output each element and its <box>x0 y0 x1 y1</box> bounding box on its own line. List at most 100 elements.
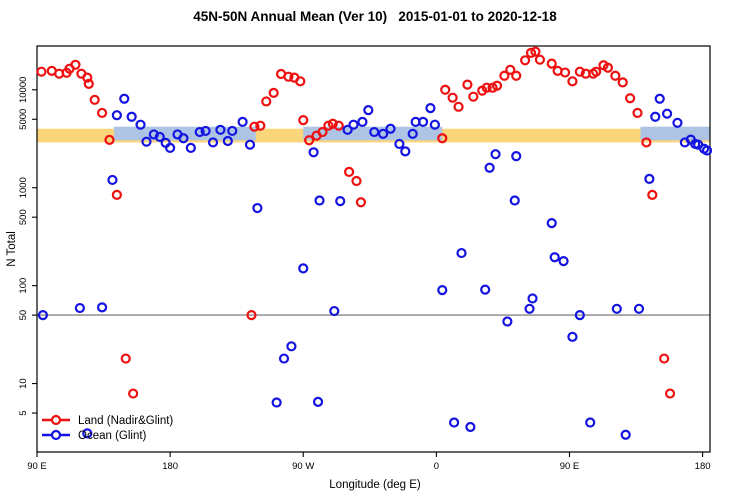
ocean-data-point <box>502 316 513 327</box>
ocean-data-point <box>278 353 290 364</box>
land-data-point <box>355 197 367 208</box>
ocean-data-point <box>308 147 319 158</box>
ocean-data-point <box>378 128 389 139</box>
land-data-point <box>298 115 309 126</box>
land-data-point <box>491 80 503 91</box>
ocean-data-point <box>215 124 226 135</box>
land-data-point <box>440 84 451 95</box>
ocean-data-point <box>385 123 396 134</box>
land-data-point <box>534 54 546 65</box>
land-data-point <box>520 55 531 66</box>
ocean-data-point <box>126 111 137 122</box>
ocean-data-point <box>662 108 673 119</box>
ocean-data-point <box>244 139 256 150</box>
ocean-data-point <box>549 252 560 263</box>
ocean-data-point <box>185 142 196 154</box>
land-data-point <box>317 126 328 138</box>
land-data-point <box>453 101 464 112</box>
land-data-point <box>246 310 257 321</box>
land-data-point <box>468 91 479 102</box>
y-tick-label: 10000 <box>18 77 29 103</box>
ocean-data-point <box>96 302 108 313</box>
ocean-data-point <box>527 293 538 304</box>
land-data-point <box>610 70 621 81</box>
ocean-data-point <box>509 195 520 206</box>
legend-marker-ocean <box>50 429 62 441</box>
land-data-point <box>343 166 355 178</box>
x-axis-title: Longitude (deg E) <box>329 479 421 491</box>
ocean-data-point <box>524 303 535 314</box>
ocean-data-point <box>227 125 238 137</box>
ocean-data-point <box>480 284 491 295</box>
ocean-data-point <box>425 103 436 114</box>
land-data-point <box>333 120 344 131</box>
ocean-data-point <box>314 195 325 206</box>
land-data-point <box>591 66 602 77</box>
ocean-data-point <box>654 93 665 104</box>
ocean-data-point <box>437 285 448 296</box>
ocean-data-point <box>298 263 309 274</box>
plot-box <box>36 45 711 453</box>
land-data-point <box>625 93 636 104</box>
land-data-point <box>249 121 260 132</box>
ocean-data-point <box>357 116 368 127</box>
ocean-data-point <box>465 421 476 433</box>
ocean-data-point <box>400 146 411 157</box>
land-data-point <box>70 59 81 70</box>
land-data-point <box>481 82 492 93</box>
ocean-data-point <box>633 303 645 314</box>
ocean-data-point <box>37 310 49 321</box>
ocean-data-point <box>141 136 152 147</box>
land-data-point <box>89 94 100 105</box>
land-data-point <box>268 87 279 98</box>
land-data-point <box>511 70 522 81</box>
x-tick-label: 90 W <box>292 461 314 472</box>
land-data-point <box>120 353 131 364</box>
y-tick-label: 5 <box>18 410 29 415</box>
land-data-point <box>499 70 510 81</box>
land-data-point <box>462 79 473 90</box>
ocean-data-point <box>417 116 429 127</box>
y-tick-label: 500 <box>18 209 29 225</box>
y-tick-label: 100 <box>18 278 29 294</box>
land-data-point <box>304 135 315 146</box>
ocean-data-point <box>194 126 205 138</box>
land-data-point <box>632 107 643 119</box>
ocean-data-point <box>574 310 585 321</box>
ocean-data-point <box>271 397 282 408</box>
ocean-data-point <box>511 151 522 162</box>
blue-band-segment <box>640 126 710 141</box>
ocean-data-point <box>200 125 211 137</box>
ocean-data-point <box>74 302 85 314</box>
ocean-data-point <box>620 429 631 440</box>
ocean-data-point <box>342 124 353 135</box>
land-data-point <box>664 388 676 399</box>
ocean-data-point <box>335 195 346 207</box>
ocean-data-point <box>348 119 359 130</box>
ocean-data-point <box>644 173 655 185</box>
land-data-point <box>96 107 108 119</box>
land-data-point <box>83 78 94 89</box>
ocean-data-point <box>407 128 418 139</box>
land-data-point <box>659 353 670 364</box>
ocean-data-point <box>286 341 297 352</box>
land-data-point <box>261 96 272 107</box>
chart-title: 45N-50N Annual Mean (Ver 10) 2015-01-01 … <box>193 9 557 24</box>
ocean-data-point <box>165 142 176 154</box>
ocean-data-point <box>207 137 219 148</box>
land-data-point <box>437 133 448 144</box>
ocean-data-point <box>429 119 440 130</box>
ocean-data-point <box>701 145 713 156</box>
land-data-point <box>525 47 537 59</box>
legend-marker-land <box>50 414 62 426</box>
ocean-data-point <box>490 149 501 160</box>
land-data-point <box>647 189 658 200</box>
ocean-data-point <box>611 303 622 314</box>
land-data-point <box>255 120 266 131</box>
land-data-point <box>617 77 628 88</box>
ocean-data-point <box>369 126 380 138</box>
land-data-point <box>104 134 115 145</box>
land-data-point <box>530 46 541 57</box>
